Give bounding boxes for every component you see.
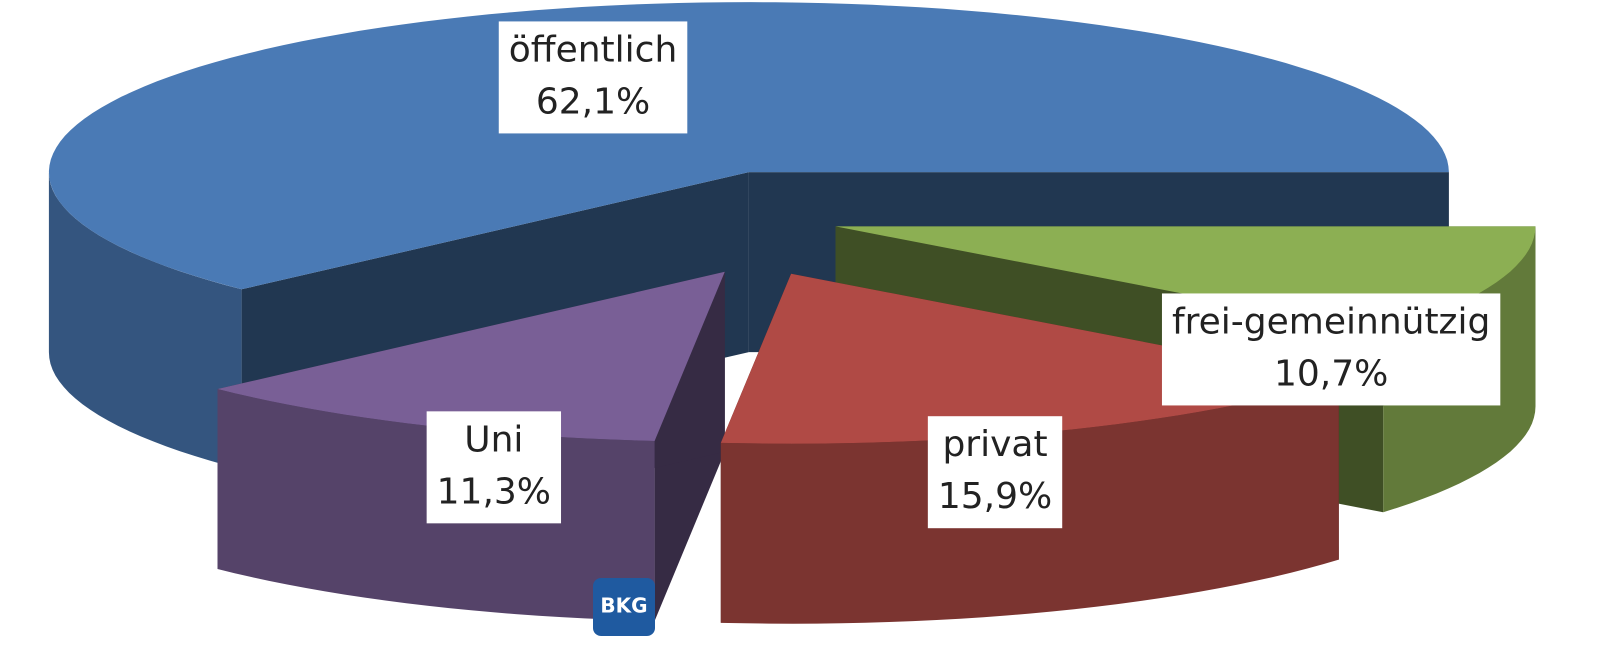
label-box xyxy=(927,416,1063,529)
data-label: privat 15,9% xyxy=(927,416,1063,529)
label-name: öffentlich xyxy=(509,29,678,70)
label-box xyxy=(426,411,562,524)
label-value: 10,7% xyxy=(1274,353,1388,394)
slice-top xyxy=(217,271,725,441)
label-name: Uni xyxy=(464,419,523,460)
label-box xyxy=(1161,293,1501,406)
data-label: öffentlich 62,1% xyxy=(498,21,688,134)
logo: BKG xyxy=(593,578,655,636)
data-label: Uni 11,3% xyxy=(426,411,562,524)
label-value: 15,9% xyxy=(938,476,1052,517)
label-name: frei-gemeinnützig xyxy=(1172,301,1490,342)
logo-box xyxy=(593,578,655,636)
label-name: privat xyxy=(942,424,1047,465)
data-label: frei-gemeinnützig 10,7% xyxy=(1161,293,1501,406)
slice-side xyxy=(48,172,242,470)
logo-text: BKG xyxy=(600,594,647,618)
label-value: 62,1% xyxy=(536,81,650,122)
slice-top xyxy=(48,2,1449,290)
label-box xyxy=(498,21,688,134)
label-value: 11,3% xyxy=(437,471,551,512)
